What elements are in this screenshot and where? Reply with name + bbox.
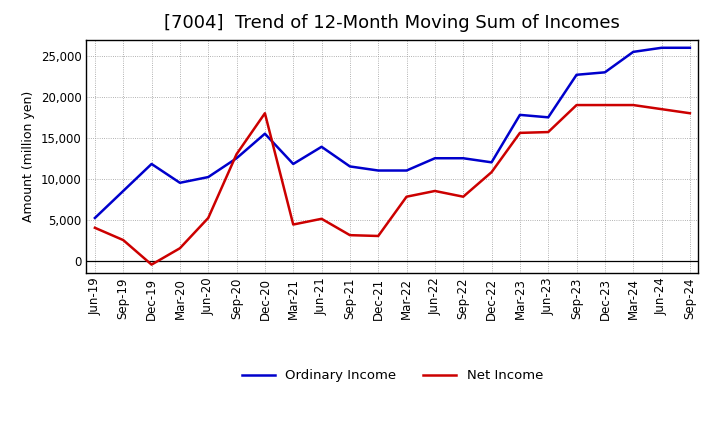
Ordinary Income (402, 168, 411, 173)
Ordinary Income (119, 188, 127, 194)
Net Income (289, 222, 297, 227)
Net Income (431, 188, 439, 194)
Ordinary Income (629, 49, 637, 55)
Net Income (374, 233, 382, 238)
Net Income (685, 110, 694, 116)
Ordinary Income (91, 215, 99, 220)
Legend: Ordinary Income, Net Income: Ordinary Income, Net Income (237, 364, 548, 388)
Ordinary Income (487, 160, 496, 165)
Net Income (629, 103, 637, 108)
Net Income (657, 106, 666, 112)
Ordinary Income (261, 131, 269, 136)
Net Income (204, 215, 212, 220)
Ordinary Income (148, 161, 156, 167)
Ordinary Income (204, 174, 212, 180)
Net Income (346, 232, 354, 238)
Ordinary Income (233, 156, 241, 161)
Net Income (261, 110, 269, 116)
Ordinary Income (572, 72, 581, 77)
Y-axis label: Amount (million yen): Amount (million yen) (22, 91, 35, 222)
Ordinary Income (318, 144, 326, 150)
Net Income (176, 246, 184, 251)
Ordinary Income (431, 156, 439, 161)
Line: Net Income: Net Income (95, 105, 690, 264)
Ordinary Income (600, 70, 609, 75)
Net Income (459, 194, 467, 199)
Ordinary Income (544, 115, 552, 120)
Net Income (572, 103, 581, 108)
Ordinary Income (685, 45, 694, 51)
Net Income (91, 225, 99, 231)
Net Income (402, 194, 411, 199)
Net Income (600, 103, 609, 108)
Ordinary Income (657, 45, 666, 51)
Net Income (318, 216, 326, 221)
Net Income (487, 169, 496, 175)
Ordinary Income (459, 156, 467, 161)
Net Income (233, 151, 241, 157)
Ordinary Income (176, 180, 184, 185)
Ordinary Income (374, 168, 382, 173)
Ordinary Income (346, 164, 354, 169)
Ordinary Income (289, 161, 297, 167)
Net Income (119, 238, 127, 243)
Net Income (148, 262, 156, 267)
Net Income (516, 130, 524, 136)
Ordinary Income (516, 112, 524, 117)
Net Income (544, 129, 552, 135)
Line: Ordinary Income: Ordinary Income (95, 48, 690, 218)
Title: [7004]  Trend of 12-Month Moving Sum of Incomes: [7004] Trend of 12-Month Moving Sum of I… (164, 15, 621, 33)
